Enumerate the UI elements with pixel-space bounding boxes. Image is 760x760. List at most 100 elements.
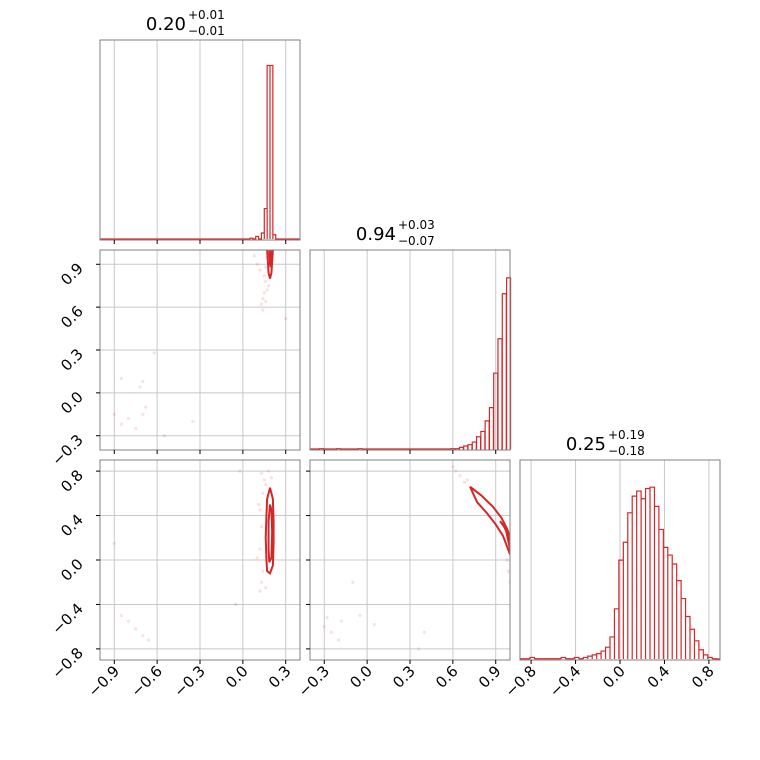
histogram-bar: [610, 637, 614, 659]
title-lower-error: −0.07: [398, 234, 435, 248]
scatter-point: [454, 469, 458, 473]
scatter-point: [505, 558, 509, 562]
histogram-bar: [614, 609, 618, 659]
scatter-point: [351, 580, 355, 584]
panel-title: 0.20 +0.01 −0.01: [146, 8, 225, 38]
x-tick-label: −0.3: [295, 662, 333, 700]
scatter-point: [261, 296, 265, 301]
scatter-point: [259, 471, 264, 475]
histogram-bar: [637, 491, 641, 659]
scatter-point: [264, 482, 268, 487]
scatter-point: [119, 422, 124, 426]
histogram-bar: [694, 641, 698, 659]
histogram-bar: [703, 655, 707, 659]
scatter-point: [506, 569, 510, 573]
x-tick-label: 0.0: [599, 662, 629, 692]
scatter-point: [146, 638, 151, 642]
scatter-point: [191, 419, 195, 424]
histogram-bar: [646, 488, 650, 659]
pair-panel-1-0: [99, 249, 301, 451]
pair-panel-2-0: [99, 459, 301, 661]
pair-content: [322, 465, 510, 651]
histogram-bar: [677, 581, 681, 659]
x-tick-label: 0.3: [265, 662, 295, 692]
histogram-bar: [623, 542, 627, 659]
histogram-panel-0: 0.20 +0.01 −0.01: [99, 8, 301, 241]
scatter-point: [162, 434, 166, 438]
histogram-panel-1: 0.94 +0.03 −0.07: [309, 218, 512, 451]
x-tick-label: 0.0: [222, 662, 252, 692]
y-tick-label: 0.8: [57, 466, 87, 496]
scatter-point: [422, 630, 426, 634]
x-tick-label: 0.8: [688, 662, 718, 692]
title-lower-error: −0.01: [188, 24, 225, 38]
scatter-point: [141, 633, 145, 638]
scatter-point: [112, 412, 116, 416]
contour-line: [499, 520, 510, 550]
scatter-point: [252, 254, 256, 258]
histogram-bar: [654, 506, 658, 659]
scatter-point: [258, 268, 262, 272]
histogram-bar: [601, 651, 605, 659]
scatter-point: [264, 279, 268, 284]
x-tick-label: −0.3: [170, 662, 208, 700]
scatter-point: [262, 478, 266, 482]
histogram-series: [100, 64, 300, 240]
scatter-point: [259, 525, 264, 529]
histogram-bar: [681, 599, 685, 659]
histogram-bar: [699, 650, 703, 659]
scatter-point: [134, 426, 138, 431]
y-tick-label: −0.4: [48, 600, 86, 638]
scatter-point: [259, 302, 264, 306]
scatter-point: [126, 619, 131, 623]
y-tick-label: 0.3: [57, 345, 87, 375]
scatter-point: [416, 647, 421, 651]
scatter-point: [261, 491, 265, 495]
scatter-point: [141, 379, 145, 384]
histogram-bar: [641, 499, 645, 659]
histogram-bar: [597, 654, 601, 659]
scatter-point: [258, 508, 262, 512]
contour-line: [267, 504, 274, 563]
histogram-bar: [592, 655, 596, 659]
x-tick-label: 0.6: [432, 662, 462, 692]
scatter-point: [255, 262, 259, 266]
scatter-point: [264, 265, 268, 269]
x-tick-label: −0.8: [501, 662, 539, 700]
scatter-point: [259, 580, 264, 584]
pair-panel-2-1: [309, 459, 511, 661]
pair-content: [112, 469, 275, 642]
scatter-point: [266, 284, 271, 288]
contour-line: [268, 250, 273, 268]
histogram-series: [310, 277, 512, 450]
scatter-point: [269, 476, 274, 480]
scatter-point: [261, 569, 265, 573]
x-tick-label: 0.3: [389, 662, 419, 692]
scatter-point: [234, 602, 238, 607]
scatter-point: [264, 586, 268, 590]
scatter-point: [126, 416, 131, 421]
y-tick-label: 0.4: [57, 511, 87, 541]
title-upper-error: +0.01: [188, 8, 225, 22]
panel-title: 0.25 +0.19 −0.18: [566, 428, 645, 458]
scatter-point: [462, 480, 466, 484]
scatter-point: [325, 616, 329, 620]
scatter-point: [138, 385, 142, 389]
contour-line: [264, 487, 275, 575]
scatter-point: [264, 299, 268, 304]
panel-title: 0.94 +0.03 −0.07: [356, 218, 435, 248]
contour-line: [469, 485, 510, 555]
scatter-point: [358, 613, 362, 618]
y-tick-label: 0.6: [57, 302, 87, 332]
title-median: 0.25: [566, 434, 606, 455]
scatter-point: [258, 589, 262, 593]
scatter-point: [119, 613, 124, 618]
y-tick-label: −0.3: [48, 431, 86, 469]
histogram-panel-2: 0.25 +0.19 −0.18: [519, 428, 721, 661]
title-upper-error: +0.19: [608, 428, 645, 442]
scatter-point: [141, 412, 145, 416]
x-tick-label: 0.9: [475, 662, 505, 692]
title-median: 0.20: [146, 14, 186, 35]
scatter-point: [266, 469, 271, 473]
